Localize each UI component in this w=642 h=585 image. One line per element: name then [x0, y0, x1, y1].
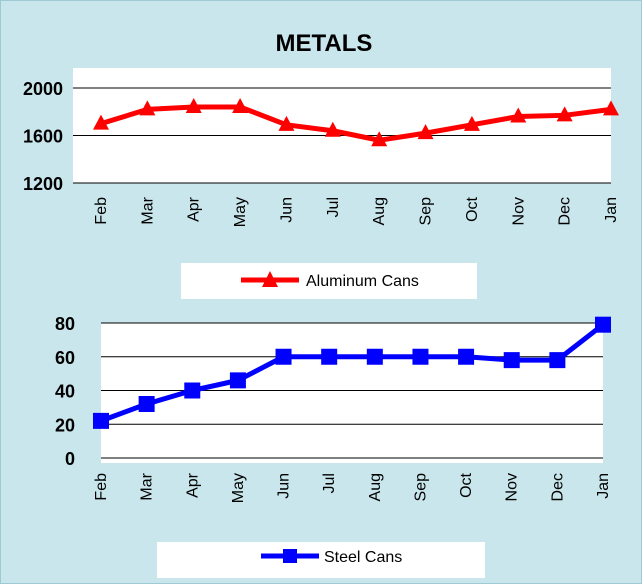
- legend-label-steel: Steel Cans: [324, 549, 402, 566]
- y-tick-label: 80: [55, 314, 75, 334]
- y-tick-label: 60: [55, 348, 75, 368]
- data-point-marker: [232, 98, 249, 113]
- legend-triangle-marker: [262, 271, 278, 287]
- legend-label-aluminum: Aluminum Cans: [306, 273, 419, 290]
- data-point-marker: [463, 115, 480, 131]
- x-tick-label: Apr: [186, 196, 203, 222]
- markers-steel: [93, 316, 611, 429]
- x-tick-label: May: [230, 473, 247, 503]
- y-ticks-steel: 0 20 40 60 80: [55, 314, 75, 469]
- x-tick-label: Sep: [412, 473, 429, 502]
- legend-aluminum: [181, 263, 477, 299]
- x-tick-label: Nov: [504, 473, 521, 501]
- legend-square-marker: [283, 549, 297, 563]
- x-tick-label: Mar: [139, 472, 156, 500]
- data-point-marker: [93, 412, 109, 429]
- x-tick-label: Jan: [595, 473, 612, 499]
- data-point-marker: [595, 316, 611, 333]
- x-tick-label: Jul: [325, 197, 342, 217]
- x-tick-label: Jun: [276, 473, 293, 499]
- x-tick-label: Jan: [603, 197, 620, 223]
- data-point-marker: [412, 348, 429, 365]
- y-ticks-aluminum: 1200 1600 2000: [23, 79, 63, 194]
- markers-aluminum: [93, 98, 619, 147]
- x-tick-label: Aug: [367, 473, 384, 501]
- x-tick-label: Feb: [93, 197, 110, 225]
- x-tick-label: Jun: [278, 197, 295, 223]
- data-point-marker: [138, 396, 155, 412]
- data-point-marker: [324, 121, 341, 137]
- x-tick-label: Dec: [557, 197, 574, 225]
- data-point-marker: [184, 382, 201, 399]
- data-point-marker: [417, 124, 434, 140]
- data-point-marker: [321, 348, 338, 365]
- data-point-marker: [139, 100, 156, 116]
- x-tick-label: Sep: [418, 197, 435, 226]
- y-tick-label: 1200: [23, 174, 63, 194]
- x-tick-label: Nov: [510, 197, 527, 225]
- data-point-marker: [458, 348, 475, 365]
- grid-aluminum: [73, 87, 611, 184]
- x-tick-label: Jul: [321, 473, 338, 493]
- data-point-marker: [278, 115, 295, 131]
- data-point-marker: [603, 100, 619, 116]
- x-tick-label: May: [232, 197, 249, 227]
- chart-title: METALS: [276, 30, 373, 57]
- x-ticks-aluminum: Feb Mar Apr May Jun Jul Aug Sep Oct Nov Dec Jan: [93, 196, 620, 227]
- y-tick-label: 1600: [23, 127, 63, 147]
- y-tick-label: 40: [55, 382, 75, 402]
- y-tick-label: 2000: [23, 79, 63, 99]
- x-tick-label: Mar: [139, 196, 156, 224]
- data-point-marker: [275, 348, 292, 365]
- data-point-marker: [503, 352, 520, 369]
- x-tick-label: Dec: [549, 473, 566, 501]
- legend-steel: [157, 542, 485, 578]
- y-tick-label: 0: [65, 449, 75, 469]
- x-tick-label: Aug: [371, 197, 388, 225]
- data-point-marker: [185, 98, 202, 113]
- data-point-marker: [510, 107, 527, 123]
- data-point-marker: [366, 348, 383, 365]
- series-line-aluminum-cans: [100, 104, 612, 143]
- x-ticks-steel: Feb Mar Apr May Jun Jul Aug Sep Oct Nov Dec Jan: [93, 472, 612, 503]
- data-point-marker: [93, 114, 109, 130]
- x-tick-label: Apr: [184, 472, 201, 498]
- data-point-marker: [229, 372, 246, 389]
- x-tick-label: Oct: [458, 472, 475, 497]
- x-tick-label: Oct: [464, 196, 481, 221]
- y-tick-label: 20: [55, 415, 75, 435]
- x-tick-label: Feb: [93, 473, 110, 501]
- plot-area-aluminum: [73, 68, 611, 183]
- data-point-marker: [371, 131, 388, 147]
- data-point-marker: [556, 106, 573, 122]
- data-point-marker: [549, 352, 566, 369]
